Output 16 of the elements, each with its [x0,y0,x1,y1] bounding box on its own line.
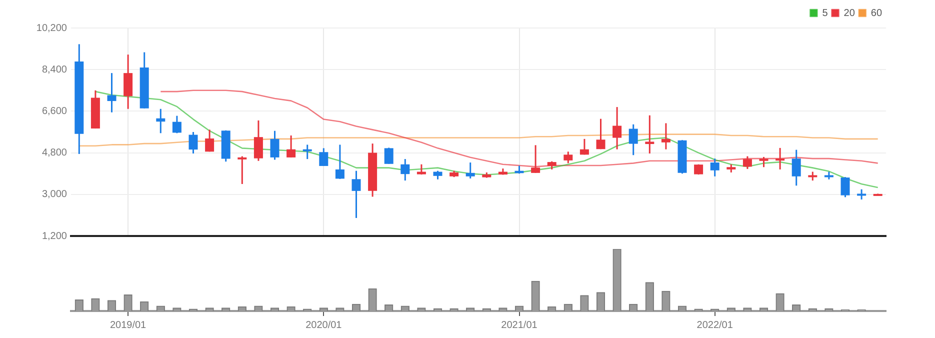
legend-label: 60 [870,8,882,19]
x-tick-label: 2019/01 [110,320,147,331]
y-tick-label: 8,400 [42,64,68,76]
y-tick-label: 6,600 [42,106,68,117]
y-tick-label: 3,000 [42,189,68,200]
candlestick [776,148,785,170]
x-tick-label: 2022/01 [696,320,734,331]
x-tick-label: 2020/01 [306,320,342,331]
candlestick [238,156,247,184]
x-tick-label: 2021/01 [501,320,538,331]
legend-label: 5 [822,8,828,19]
legend-label: 20 [844,8,856,19]
y-tick-label: 10,200 [36,22,68,34]
candlestick [645,115,654,154]
y-tick-label: 1,200 [42,230,68,242]
y-tick-label: 4,800 [42,148,68,159]
